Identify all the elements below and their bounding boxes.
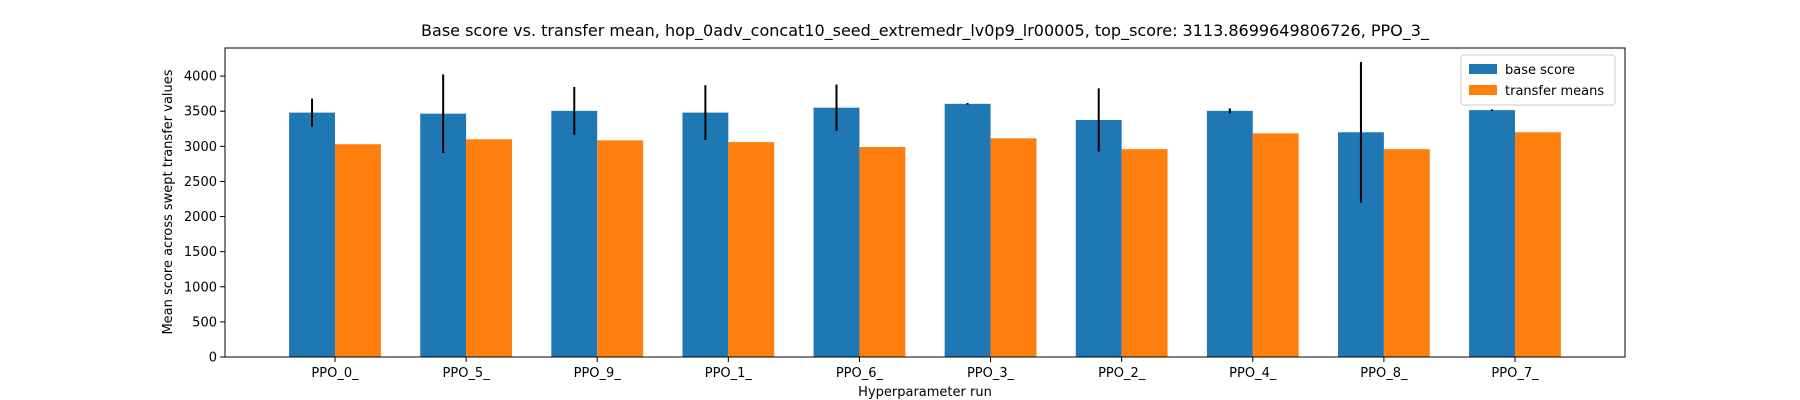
bar-base-score-ppo2 xyxy=(1075,119,1122,357)
legend-swatch-transfer-means xyxy=(1469,85,1497,95)
y-tick-label: 1000 xyxy=(184,280,217,295)
bar-base-score-ppo7 xyxy=(1469,110,1515,357)
bar-transfer-means-ppo0 xyxy=(335,144,381,357)
bar-base-score-ppo5 xyxy=(420,113,467,357)
x-tick-label: PPO_2_ xyxy=(1098,366,1146,381)
chart-title: Base score vs. transfer mean, hop_0adv_c… xyxy=(421,21,1430,41)
y-tick-label: 2000 xyxy=(184,210,217,225)
bar-transfer-means-ppo6 xyxy=(859,147,906,357)
x-tick-label: PPO_6_ xyxy=(836,366,884,381)
bar-base-score-ppo1 xyxy=(682,112,729,357)
y-tick-label: 3000 xyxy=(184,140,217,155)
bar-transfer-means-ppo5 xyxy=(466,139,512,357)
legend-frame xyxy=(1460,54,1616,106)
bar-base-score-ppo6 xyxy=(813,107,860,358)
legend-label-transfer-means: transfer means xyxy=(1505,84,1604,99)
x-tick-label: PPO_0_ xyxy=(311,366,359,381)
bar-base-score-ppo3 xyxy=(944,103,991,357)
y-axis: 0 500 1000 1500 2000 2500 3000 3500 4000 xyxy=(184,70,225,366)
bar-transfer-means-ppo3 xyxy=(990,138,1037,357)
bar-transfer-means-ppo4 xyxy=(1252,133,1299,357)
bar-transfer-means-ppo7 xyxy=(1515,132,1561,357)
bar-base-score-ppo9 xyxy=(551,110,598,357)
y-axis-label: Mean score across swept transfer values xyxy=(161,69,176,334)
bar-transfer-means-ppo1 xyxy=(728,142,775,357)
x-axis-label: Hyperparameter run xyxy=(858,385,992,400)
bar-base-score-ppo4 xyxy=(1206,110,1253,357)
bar-transfer-means-ppo8 xyxy=(1383,149,1430,357)
x-tick-label: PPO_1_ xyxy=(705,366,753,381)
y-tick-label: 4000 xyxy=(184,70,217,85)
x-tick-label: PPO_3_ xyxy=(967,366,1015,381)
x-tick-label: PPO_7_ xyxy=(1491,366,1539,381)
y-tick-label: 0 xyxy=(209,351,217,366)
bar-base-score-ppo0 xyxy=(289,112,335,357)
bar-transfer-means-ppo9 xyxy=(597,140,644,357)
bar-transfer-means-ppo2 xyxy=(1121,149,1168,357)
legend-label-base-score: base score xyxy=(1505,63,1575,78)
x-tick-label: PPO_5_ xyxy=(443,366,491,381)
x-tick-label: PPO_8_ xyxy=(1360,366,1408,381)
y-tick-label: 3500 xyxy=(184,105,217,120)
y-tick-label: 500 xyxy=(192,315,217,330)
plot-area xyxy=(289,62,1561,358)
x-tick-label: PPO_4_ xyxy=(1229,366,1277,381)
legend-swatch-base-score xyxy=(1469,64,1497,74)
y-tick-label: 2500 xyxy=(184,175,217,190)
y-tick-label: 1500 xyxy=(184,245,217,260)
plot-frame xyxy=(224,47,1626,358)
x-tick-label: PPO_9_ xyxy=(574,366,622,381)
x-axis: PPO_0_ PPO_5_ PPO_9_ PPO_1_ PPO_6_ PPO_3_ PPO_… xyxy=(311,357,1539,381)
legend: base score transfer means xyxy=(1460,54,1616,106)
